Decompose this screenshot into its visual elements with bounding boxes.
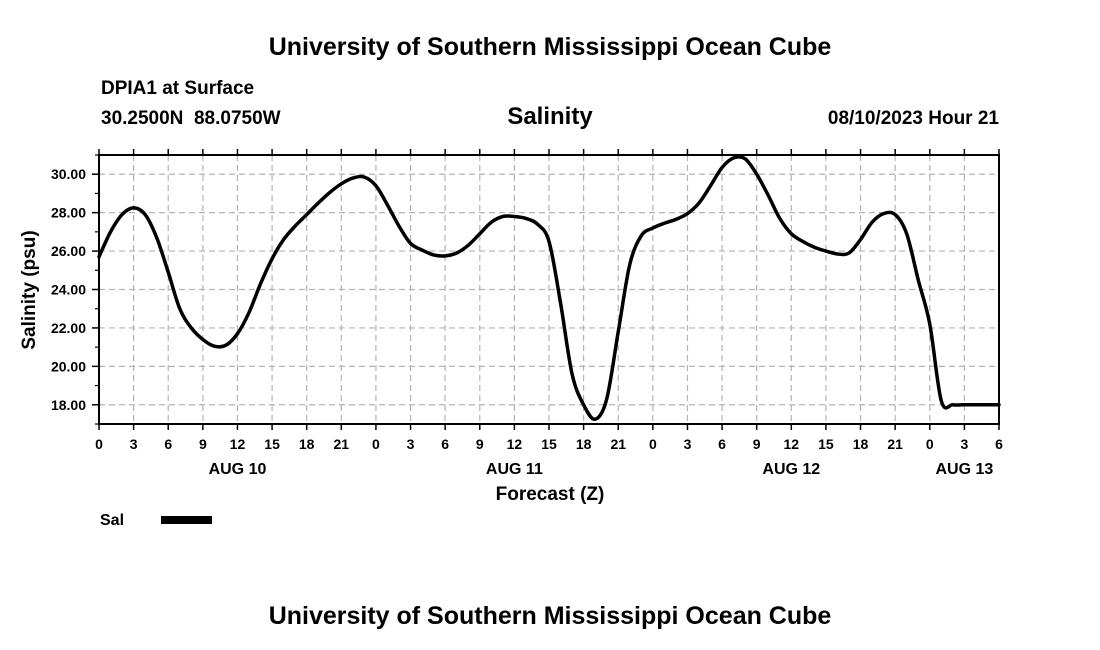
plot-frame bbox=[98, 154, 1000, 425]
x-tick-label: 21 bbox=[887, 436, 903, 452]
y-tick-labels: 18.00 20.00 22.00 24.00 26.00 28.00 30.00 bbox=[51, 166, 86, 413]
y-tick-label: 20.00 bbox=[51, 358, 86, 374]
x-tick-label: 3 bbox=[960, 436, 968, 452]
station-coordinates: 30.2500N 88.0750W bbox=[101, 108, 281, 129]
x-tick-label: 12 bbox=[507, 436, 523, 452]
legend: Sal bbox=[100, 512, 212, 529]
day-label: AUG 11 bbox=[486, 461, 543, 478]
x-tick-label: 18 bbox=[576, 436, 592, 452]
y-tick-label: 24.00 bbox=[51, 282, 86, 298]
y-tick-label: 28.00 bbox=[51, 205, 86, 221]
forecast-datetime: 08/10/2023 Hour 21 bbox=[828, 108, 1000, 129]
y-tick-label: 18.00 bbox=[51, 397, 86, 413]
x-tick-label: 9 bbox=[199, 436, 207, 452]
x-tick-label: 3 bbox=[407, 436, 415, 452]
gridlines bbox=[99, 155, 999, 424]
x-tick-label: 6 bbox=[995, 436, 1003, 452]
y-axis-label: Salinity (psu) bbox=[19, 230, 40, 349]
page-title: University of Southern Mississippi Ocean… bbox=[269, 33, 832, 61]
x-tick-label: 15 bbox=[818, 436, 834, 452]
day-labels: AUG 10 AUG 11 AUG 12 AUG 13 bbox=[209, 461, 994, 478]
y-tick-label: 26.00 bbox=[51, 243, 86, 259]
x-tick-label: 9 bbox=[753, 436, 761, 452]
x-tick-label: 9 bbox=[476, 436, 484, 452]
x-tick-label: 12 bbox=[230, 436, 246, 452]
y-tick-label: 22.00 bbox=[51, 320, 86, 336]
x-tick-label: 21 bbox=[334, 436, 350, 452]
x-tick-label: 12 bbox=[784, 436, 800, 452]
x-tick-label: 0 bbox=[649, 436, 657, 452]
x-tick-label: 15 bbox=[541, 436, 557, 452]
day-label: AUG 12 bbox=[762, 461, 820, 478]
x-tick-label: 0 bbox=[95, 436, 103, 452]
x-tick-label: 18 bbox=[853, 436, 869, 452]
x-tick-label: 3 bbox=[684, 436, 692, 452]
x-tick-label: 18 bbox=[299, 436, 315, 452]
x-axis-label: Forecast (Z) bbox=[496, 484, 605, 505]
x-tick-label: 15 bbox=[264, 436, 280, 452]
x-tick-label: 21 bbox=[610, 436, 626, 452]
day-label: AUG 13 bbox=[935, 461, 993, 478]
x-tick-label: 6 bbox=[164, 436, 172, 452]
series-line-sal bbox=[97, 155, 1001, 421]
y-tick-label: 30.00 bbox=[51, 166, 86, 182]
footer-title: University of Southern Mississippi Ocean… bbox=[269, 602, 832, 630]
x-tick-label: 6 bbox=[441, 436, 449, 452]
x-tick-label: 3 bbox=[130, 436, 138, 452]
legend-label: Sal bbox=[100, 512, 124, 529]
x-tick-label: 6 bbox=[718, 436, 726, 452]
x-tick-label: 0 bbox=[926, 436, 934, 452]
x-tick-labels: 0 3 6 9 12 15 18 21 0 3 6 9 12 15 18 21 0 3 6 9 12 15 18 21 0 3 6 bbox=[95, 436, 1003, 452]
x-tick-label: 0 bbox=[372, 436, 380, 452]
station-label: DPIA1 at Surface bbox=[101, 78, 254, 99]
chart-title: Salinity bbox=[507, 103, 593, 130]
day-label: AUG 10 bbox=[209, 461, 267, 478]
legend-swatch bbox=[161, 516, 212, 524]
